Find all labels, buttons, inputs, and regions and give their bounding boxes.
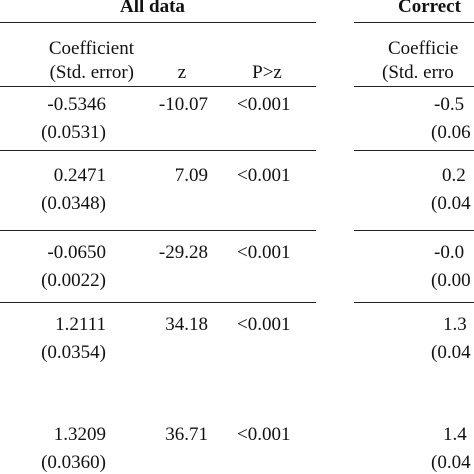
row1-rule-2: [354, 150, 474, 151]
header-rule-correct: [354, 86, 474, 87]
row4-std-error-2: (0.04: [431, 342, 471, 363]
header-p: P>z: [252, 62, 282, 83]
group-underline-all-data: [0, 22, 316, 23]
header-std-error-2: (Std. erro: [382, 62, 454, 83]
row4-coefficient-2: 1.3: [443, 314, 467, 335]
row3-std-error-2: (0.00: [431, 270, 471, 291]
row2-p: <0.001: [237, 165, 291, 186]
group-underline-correct: [354, 22, 474, 23]
row1-std-error: (0.0531): [41, 122, 106, 143]
row2-z: 7.09: [174, 165, 208, 186]
row1-coefficient-2: -0.5: [434, 94, 465, 115]
row5-std-error: (0.0360): [41, 452, 106, 473]
row4-coefficient: 1.2111: [55, 314, 106, 335]
group-title-all-data: All data: [120, 0, 185, 17]
row3-coefficient: -0.0650: [47, 242, 106, 263]
row3-p: <0.001: [237, 242, 291, 263]
row2-coefficient-2: 0.2: [442, 165, 466, 186]
row5-p: <0.001: [237, 424, 291, 445]
header-coefficient: Coefficient: [48, 38, 134, 59]
header-rule-all-data: [0, 86, 316, 87]
row2-coefficient: 0.2471: [53, 165, 106, 186]
row2-std-error-2: (0.04: [431, 193, 471, 214]
row5-coefficient-2: 1.4: [443, 424, 467, 445]
row3-rule: [0, 302, 316, 303]
header-std-error: (Std. error): [49, 62, 134, 83]
row1-p: <0.001: [237, 94, 291, 115]
row1-rule: [0, 150, 316, 151]
row3-z: -29.28: [158, 242, 208, 263]
header-z: z: [177, 62, 187, 83]
row5-std-error-2: (0.04: [431, 452, 471, 473]
row3-coefficient-2: -0.0: [434, 242, 465, 263]
row1-z: -10.07: [158, 94, 208, 115]
row4-p: <0.001: [237, 314, 291, 335]
row4-z: 34.18: [165, 314, 208, 335]
row1-coefficient: -0.5346: [47, 94, 106, 115]
row2-rule: [0, 230, 316, 231]
row2-rule-2: [354, 230, 474, 231]
group-title-correct: Correct: [398, 0, 461, 17]
row3-std-error: (0.0022): [41, 270, 106, 291]
row1-std-error-2: (0.06: [431, 122, 471, 143]
row3-rule-2: [354, 302, 474, 303]
row5-z: 36.71: [165, 424, 208, 445]
row4-std-error: (0.0354): [41, 342, 106, 363]
row2-std-error: (0.0348): [41, 193, 106, 214]
row5-coefficient: 1.3209: [53, 424, 106, 445]
header-coefficient-2: Coefficie: [388, 38, 459, 59]
